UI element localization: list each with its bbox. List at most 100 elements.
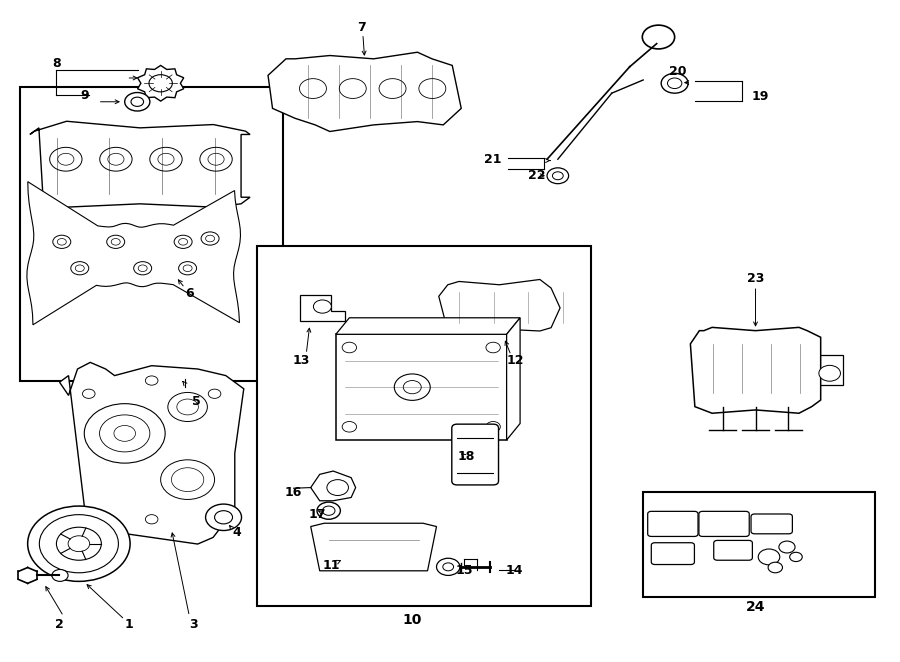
Polygon shape [27,181,240,325]
Text: 22: 22 [527,169,545,182]
Circle shape [83,508,95,517]
Circle shape [146,376,158,385]
Circle shape [789,552,802,561]
Circle shape [160,460,214,499]
Circle shape [768,562,782,573]
Circle shape [327,480,348,495]
Circle shape [322,506,335,515]
Circle shape [71,261,89,275]
Circle shape [149,75,172,92]
Circle shape [553,172,563,179]
Circle shape [662,73,688,93]
Circle shape [53,235,71,248]
Polygon shape [300,295,345,321]
Circle shape [57,527,102,560]
Circle shape [403,381,421,394]
Circle shape [174,235,192,248]
Circle shape [443,563,454,571]
Circle shape [205,504,241,530]
Circle shape [394,374,430,401]
Circle shape [114,426,136,442]
Circle shape [158,154,174,166]
Circle shape [758,549,779,565]
Polygon shape [310,471,356,500]
Bar [644,492,875,596]
Circle shape [418,79,446,99]
Circle shape [28,506,130,581]
Polygon shape [268,52,461,132]
Bar [816,355,843,385]
Circle shape [100,148,132,171]
Circle shape [139,265,148,271]
Text: 17: 17 [309,508,326,521]
Text: 1: 1 [125,618,133,632]
Text: 21: 21 [484,153,502,166]
Polygon shape [690,328,821,413]
Circle shape [58,154,74,166]
Text: 4: 4 [233,526,241,539]
Circle shape [668,78,682,89]
Circle shape [107,235,125,248]
Circle shape [167,393,207,422]
Bar [336,334,507,440]
Circle shape [68,536,90,551]
Text: 5: 5 [193,395,201,408]
Circle shape [176,399,198,415]
Circle shape [643,25,675,49]
Polygon shape [59,362,244,544]
FancyBboxPatch shape [751,514,792,534]
Text: 14: 14 [506,563,524,577]
FancyBboxPatch shape [648,511,698,536]
Text: 10: 10 [402,613,422,627]
Circle shape [379,79,406,99]
Circle shape [76,265,85,271]
Text: 3: 3 [190,618,198,632]
Circle shape [52,569,68,581]
Bar [256,246,591,606]
Text: 19: 19 [752,90,769,103]
Polygon shape [138,66,184,101]
Circle shape [149,148,182,171]
Circle shape [778,541,795,553]
Circle shape [85,404,165,463]
Text: 24: 24 [746,600,765,614]
Circle shape [112,238,121,245]
FancyBboxPatch shape [652,543,695,565]
Polygon shape [336,318,520,334]
Text: 15: 15 [455,563,473,577]
Text: 7: 7 [357,21,366,34]
Polygon shape [30,121,250,207]
Text: 16: 16 [285,487,302,499]
Text: 6: 6 [185,287,193,300]
Circle shape [339,79,366,99]
Circle shape [547,168,569,183]
Circle shape [208,154,224,166]
Circle shape [208,389,220,399]
Circle shape [205,235,214,242]
Circle shape [178,238,187,245]
Circle shape [342,342,356,353]
Circle shape [200,148,232,171]
Circle shape [313,300,331,313]
Circle shape [214,510,232,524]
Circle shape [100,415,150,452]
Polygon shape [507,318,520,440]
Text: 20: 20 [669,65,686,78]
Text: 11: 11 [322,559,340,572]
Circle shape [50,148,82,171]
Circle shape [171,468,203,491]
Text: 23: 23 [747,271,764,285]
Circle shape [300,79,327,99]
Circle shape [208,508,220,517]
FancyBboxPatch shape [452,424,499,485]
Polygon shape [310,523,436,571]
FancyBboxPatch shape [714,540,752,560]
Polygon shape [439,279,560,334]
Circle shape [146,514,158,524]
Circle shape [342,422,356,432]
Circle shape [134,261,152,275]
Text: 12: 12 [507,354,525,367]
Text: 18: 18 [457,450,475,463]
Circle shape [125,93,150,111]
Text: 13: 13 [293,354,310,367]
